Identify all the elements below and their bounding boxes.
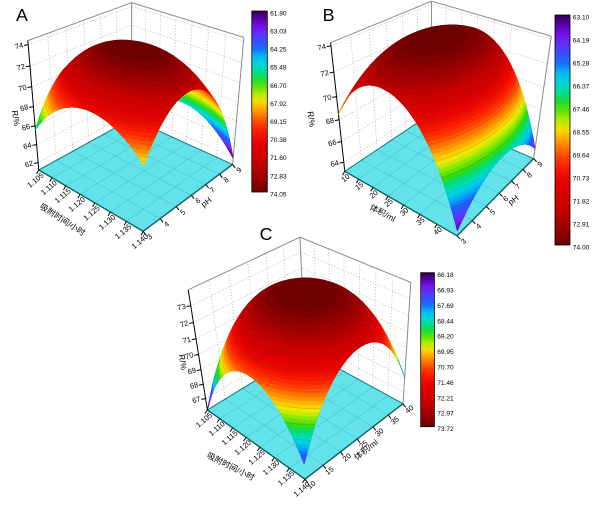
svg-text:9: 9 [235, 165, 244, 175]
svg-text:67.69: 67.69 [437, 303, 454, 310]
svg-text:66.37: 66.37 [573, 83, 590, 90]
svg-text:72: 72 [319, 68, 329, 79]
svg-text:R/%: R/% [177, 354, 189, 372]
svg-text:68: 68 [189, 380, 199, 391]
svg-text:pH: pH [506, 193, 521, 207]
svg-text:72.83: 72.83 [270, 173, 287, 180]
svg-text:R/%: R/% [305, 111, 317, 129]
svg-text:8: 8 [525, 170, 534, 180]
svg-text:7: 7 [208, 185, 217, 195]
svg-text:1.115: 1.115 [53, 186, 73, 205]
svg-text:70.70: 70.70 [437, 365, 454, 372]
svg-text:73: 73 [176, 302, 186, 313]
svg-text:63.10: 63.10 [573, 14, 590, 21]
svg-text:74.05: 74.05 [270, 191, 287, 198]
svg-text:3: 3 [459, 237, 468, 247]
svg-text:71.82: 71.82 [573, 198, 590, 205]
svg-text:C: C [260, 224, 273, 244]
svg-text:69.64: 69.64 [573, 152, 590, 159]
svg-text:R/%: R/% [10, 110, 22, 128]
svg-text:72: 72 [179, 318, 189, 329]
svg-text:69.95: 69.95 [437, 349, 454, 356]
svg-text:3: 3 [145, 232, 154, 242]
svg-text:70.73: 70.73 [573, 175, 590, 182]
svg-text:74.00: 74.00 [573, 244, 590, 251]
svg-text:1.110: 1.110 [39, 178, 59, 197]
svg-text:67: 67 [191, 394, 201, 405]
svg-text:6: 6 [193, 196, 202, 206]
svg-text:体积/ml: 体积/ml [368, 202, 397, 224]
svg-text:65.28: 65.28 [573, 60, 590, 67]
svg-text:1.125: 1.125 [82, 204, 102, 223]
svg-text:64: 64 [329, 158, 339, 169]
svg-text:1.135: 1.135 [113, 222, 133, 241]
svg-text:69.15: 69.15 [270, 119, 287, 126]
svg-text:63.03: 63.03 [270, 29, 287, 36]
svg-text:69.20: 69.20 [437, 334, 454, 341]
svg-text:61.80: 61.80 [270, 10, 287, 17]
svg-text:73.72: 73.72 [437, 426, 454, 433]
svg-text:71: 71 [182, 335, 192, 346]
svg-text:67.92: 67.92 [270, 101, 287, 108]
svg-text:64.19: 64.19 [573, 37, 590, 44]
svg-text:71.46: 71.46 [437, 380, 454, 387]
svg-text:66.93: 66.93 [437, 288, 454, 295]
svg-text:64.25: 64.25 [270, 47, 287, 54]
svg-text:30: 30 [373, 426, 385, 438]
svg-text:40: 40 [403, 403, 415, 415]
svg-text:72.91: 72.91 [573, 221, 590, 228]
svg-text:69: 69 [187, 366, 197, 377]
svg-text:7: 7 [513, 182, 522, 192]
svg-text:68.55: 68.55 [573, 129, 590, 136]
svg-text:68: 68 [325, 116, 335, 127]
svg-text:6: 6 [501, 194, 510, 204]
svg-text:pH: pH [199, 195, 214, 209]
svg-text:64: 64 [22, 140, 32, 151]
svg-text:71.60: 71.60 [270, 155, 287, 162]
svg-text:9: 9 [536, 159, 545, 169]
svg-text:67.46: 67.46 [573, 106, 590, 113]
svg-text:吸附时间/小时: 吸附时间/小时 [205, 450, 256, 483]
svg-text:A: A [16, 5, 28, 25]
svg-text:72.97: 72.97 [437, 411, 454, 418]
svg-text:65.48: 65.48 [270, 65, 287, 72]
svg-text:35: 35 [389, 414, 401, 426]
svg-text:4: 4 [474, 221, 483, 231]
svg-text:体积/ml: 体积/ml [352, 437, 380, 462]
svg-text:66: 66 [327, 137, 337, 148]
svg-text:1.130: 1.130 [97, 213, 117, 232]
svg-text:72.21: 72.21 [437, 395, 454, 402]
svg-text:74: 74 [317, 42, 327, 53]
svg-text:15: 15 [323, 465, 335, 477]
svg-text:20: 20 [341, 451, 353, 463]
svg-text:72: 72 [16, 62, 26, 73]
svg-text:68.44: 68.44 [437, 318, 454, 325]
svg-text:8: 8 [222, 175, 231, 185]
svg-text:4: 4 [162, 219, 171, 229]
svg-text:70.38: 70.38 [270, 137, 287, 144]
svg-text:66.70: 66.70 [270, 83, 287, 90]
svg-text:B: B [323, 5, 335, 25]
svg-text:68: 68 [19, 102, 29, 113]
svg-text:70: 70 [17, 83, 27, 94]
svg-text:74: 74 [14, 40, 24, 51]
svg-text:66: 66 [21, 122, 31, 133]
svg-text:5: 5 [488, 207, 497, 217]
svg-text:1.120: 1.120 [67, 195, 87, 214]
svg-text:66.18: 66.18 [437, 272, 454, 279]
svg-text:70: 70 [184, 350, 194, 361]
svg-text:70: 70 [322, 92, 332, 103]
svg-text:62: 62 [24, 159, 34, 170]
svg-text:5: 5 [178, 207, 187, 217]
